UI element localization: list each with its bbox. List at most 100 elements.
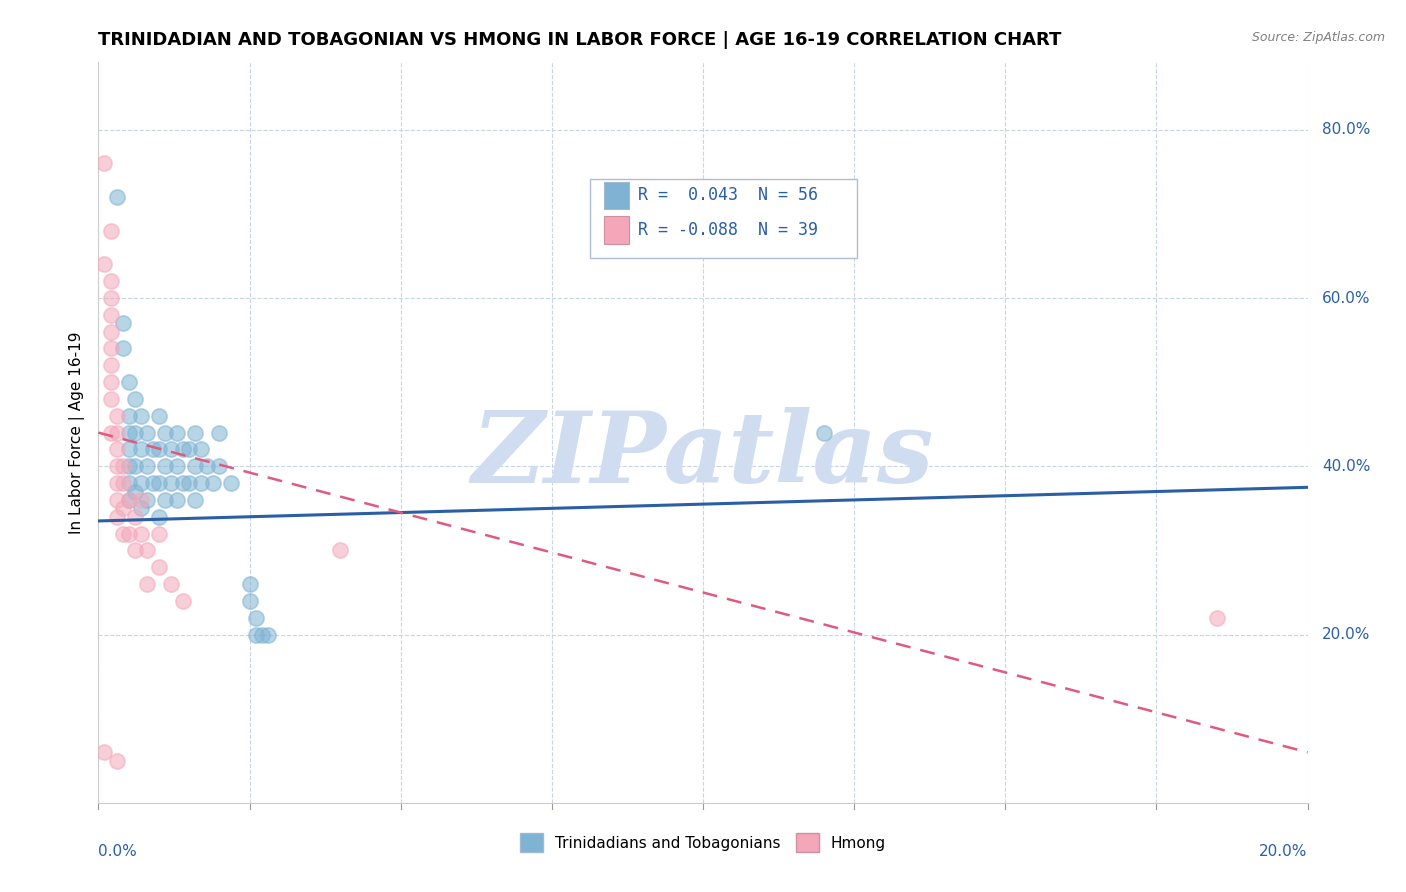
Point — [148, 409, 170, 423]
Point — [118, 409, 141, 423]
Point — [105, 459, 128, 474]
Point — [190, 476, 212, 491]
Point — [221, 476, 243, 491]
Point — [160, 442, 183, 457]
Point — [153, 492, 176, 507]
Point — [135, 459, 157, 474]
Point — [208, 425, 231, 440]
Point — [118, 526, 141, 541]
Point — [129, 442, 152, 457]
Point — [160, 476, 183, 491]
Point — [118, 442, 141, 457]
Point — [93, 745, 115, 759]
Text: 40.0%: 40.0% — [1322, 458, 1371, 474]
Text: R = -0.088  N = 39: R = -0.088 N = 39 — [638, 221, 818, 239]
Point — [129, 492, 152, 507]
Point — [142, 442, 165, 457]
Point — [148, 526, 170, 541]
Point — [93, 257, 115, 271]
Point — [105, 190, 128, 204]
Point — [118, 476, 141, 491]
Point — [135, 577, 157, 591]
Point — [250, 627, 273, 641]
Point — [195, 459, 218, 474]
Point — [124, 509, 146, 524]
Point — [329, 543, 352, 558]
Point — [100, 224, 122, 238]
Point — [184, 459, 207, 474]
Point — [100, 274, 122, 288]
Point — [105, 442, 128, 457]
Point — [100, 291, 122, 305]
Point — [148, 509, 170, 524]
Point — [129, 501, 152, 516]
Point — [100, 425, 122, 440]
Point — [100, 375, 122, 389]
Point — [202, 476, 225, 491]
Point — [100, 342, 122, 356]
Point — [124, 425, 146, 440]
Text: 20.0%: 20.0% — [1260, 844, 1308, 858]
Text: 60.0%: 60.0% — [1322, 291, 1371, 305]
Point — [148, 476, 170, 491]
Point — [111, 526, 134, 541]
Point — [118, 459, 141, 474]
Point — [105, 409, 128, 423]
Point — [100, 325, 122, 339]
Point — [166, 492, 188, 507]
Point — [160, 577, 183, 591]
Point — [93, 156, 115, 170]
Point — [148, 560, 170, 574]
Point — [153, 459, 176, 474]
Point — [166, 425, 188, 440]
Point — [105, 492, 128, 507]
Point — [118, 492, 141, 507]
Point — [135, 543, 157, 558]
Point — [256, 627, 278, 641]
Point — [129, 476, 152, 491]
Point — [124, 484, 146, 499]
Point — [245, 610, 267, 624]
Point — [100, 359, 122, 373]
Point — [813, 425, 835, 440]
Text: 80.0%: 80.0% — [1322, 122, 1371, 137]
Text: ZIPatlas: ZIPatlas — [472, 407, 934, 503]
Text: R =  0.043  N = 56: R = 0.043 N = 56 — [638, 186, 818, 204]
Point — [105, 509, 128, 524]
Y-axis label: In Labor Force | Age 16-19: In Labor Force | Age 16-19 — [69, 331, 84, 534]
Point — [1206, 610, 1229, 624]
Point — [245, 627, 267, 641]
Point — [118, 492, 141, 507]
Text: 20.0%: 20.0% — [1322, 627, 1371, 642]
Point — [100, 308, 122, 322]
Point — [129, 409, 152, 423]
Point — [172, 442, 194, 457]
Point — [111, 459, 134, 474]
Point — [135, 425, 157, 440]
Point — [239, 594, 262, 608]
Point — [172, 476, 194, 491]
Point — [111, 342, 134, 356]
Point — [124, 392, 146, 406]
Point — [172, 594, 194, 608]
Point — [124, 459, 146, 474]
Text: Source: ZipAtlas.com: Source: ZipAtlas.com — [1251, 31, 1385, 45]
Point — [135, 492, 157, 507]
Text: 0.0%: 0.0% — [98, 844, 138, 858]
Point — [129, 526, 152, 541]
Point — [148, 442, 170, 457]
Point — [208, 459, 231, 474]
Point — [118, 375, 141, 389]
Point — [190, 442, 212, 457]
Point — [100, 392, 122, 406]
Point — [153, 425, 176, 440]
Point — [118, 425, 141, 440]
Point — [111, 476, 134, 491]
Point — [179, 476, 201, 491]
Point — [105, 754, 128, 768]
Point — [184, 425, 207, 440]
Point — [124, 543, 146, 558]
Point — [166, 459, 188, 474]
Point — [142, 476, 165, 491]
Legend: Trinidadians and Tobagonians, Hmong: Trinidadians and Tobagonians, Hmong — [513, 827, 893, 858]
